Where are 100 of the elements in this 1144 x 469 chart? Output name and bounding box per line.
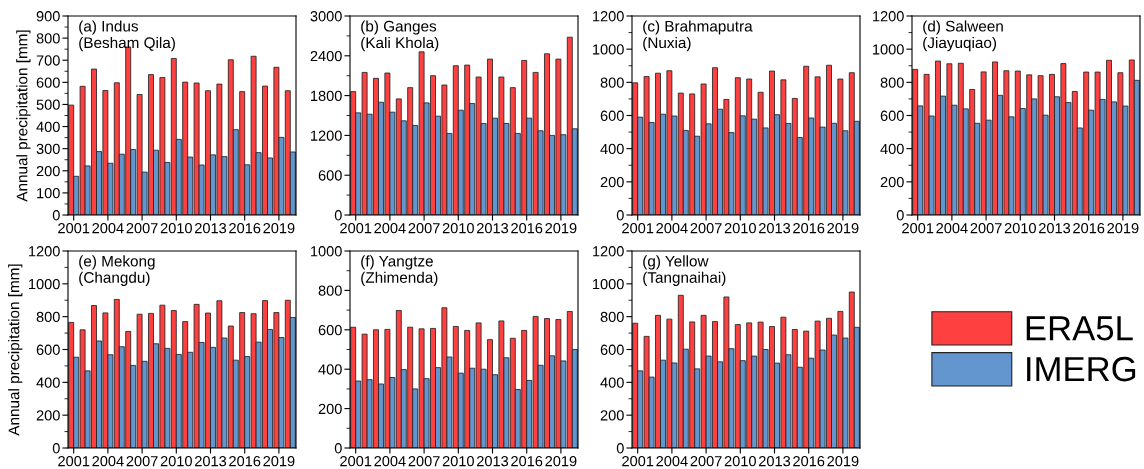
x-tick-label: 2001 [58,223,90,234]
y-tick-label: 400 [36,121,60,132]
y-tick-label: 100 [37,187,60,199]
x-tick-label: 2007 [970,223,1002,234]
y-tick-label: 0 [616,210,624,221]
y-tick-label: 600 [36,344,60,355]
y-tick-label: 0 [896,210,904,221]
x-tick-label: 2004 [936,223,968,234]
x-tick-label: 2019 [545,456,577,467]
y-tick-label: 800 [600,311,624,323]
y-tick-label: 400 [600,143,624,155]
y-tick-label: 800 [36,311,60,323]
x-tick-label: 2019 [827,456,859,467]
text: (Kali Khola) [361,36,439,52]
y-tick-label: 1000 [873,44,904,55]
y-tick-label: 800 [880,77,904,88]
x-tick-label: 2016 [793,223,825,234]
x-tick-label: 2007 [690,223,722,234]
x-tick-label: 2016 [793,456,825,467]
x-tick-label: 2001 [902,223,934,234]
x-tick-label: 2004 [656,223,688,234]
x-tick-label: 2010 [442,223,474,234]
x-tick-label: 2016 [229,223,261,234]
y-tick-label: 0 [334,210,342,221]
y-tick-label: 400 [600,377,624,388]
y-axis-title: Annual precipitation [mm] [8,264,23,436]
x-tick-label: 2010 [160,456,192,467]
y-tick-label: 300 [36,143,60,155]
chart-title: (f) Yangtze [361,255,433,270]
y-tick-label: 1200 [311,130,342,141]
x-tick-label: 2001 [622,456,654,467]
x-tick-label: 2007 [126,456,158,467]
y-tick-label: 1000 [593,44,624,55]
y-tick-label: 200 [880,176,904,188]
legend-label: IMERG [1027,356,1136,382]
x-tick-label: 2013 [477,223,509,234]
y-tick-label: 600 [318,170,342,181]
x-tick-label: 2019 [827,223,859,234]
chart-title: (d) Salween [923,20,1003,35]
x-tick-label: 2013 [477,456,509,467]
text: (Tangnaihai) [643,271,726,286]
x-tick-label: 2016 [511,456,543,467]
y-tick-label: 700 [36,55,60,66]
x-tick-label: 2013 [759,223,791,234]
x-tick-label: 2019 [263,223,295,234]
x-tick-label: 2007 [690,456,722,467]
y-tick-label: 1800 [311,90,342,102]
x-tick-label: 2019 [263,456,295,467]
x-tick-label: 2016 [511,223,543,234]
x-tick-label: 2001 [340,223,372,234]
x-tick-label: 2016 [229,456,261,467]
legend-label: ERA5L [1026,316,1133,341]
x-tick-label: 2004 [92,456,124,467]
y-tick-label: 800 [36,33,60,44]
x-tick-label: 2019 [1107,223,1139,234]
y-tick-label: 2400 [310,50,342,62]
text: (Zhimenda) [361,271,438,286]
y-tick-label: 0 [52,210,60,221]
x-tick-label: 2010 [1004,223,1036,234]
x-tick-label: 2019 [545,223,577,234]
chart-title: (g) Yellow [643,255,709,270]
y-tick-label: 0 [334,443,342,454]
text: (Besham Qila) [79,36,175,52]
chart-title: (a) Indus [79,20,138,35]
x-tick-label: 2007 [126,223,158,234]
y-tick-label: 200 [600,410,624,421]
x-tick-label: 2004 [374,456,406,467]
x-tick-label: 2016 [1073,223,1105,234]
x-tick-label: 2004 [92,223,124,234]
x-tick-label: 2007 [408,456,440,467]
x-tick-label: 2010 [442,456,474,467]
x-tick-label: 2001 [622,223,654,234]
y-tick-label: 200 [318,403,342,415]
y-tick-label: 200 [600,176,624,188]
y-tick-label: 1200 [593,11,624,22]
y-tick-label: 400 [880,143,904,155]
y-tick-label: 600 [318,324,342,336]
x-tick-label: 2010 [724,456,756,467]
y-tick-label: 200 [36,410,60,421]
chart-title: (b) Ganges [361,20,437,35]
x-tick-label: 2004 [656,456,688,467]
y-tick-label: 600 [600,344,624,355]
y-tick-label: 400 [36,377,60,388]
y-tick-label: 400 [318,364,342,375]
x-tick-label: 2013 [195,223,227,234]
y-tick-label: 1000 [593,278,624,290]
y-tick-label: 500 [36,99,60,110]
chart-title: (e) Mekong [79,255,155,270]
y-tick-label: 600 [600,110,624,121]
y-tick-label: 900 [36,11,60,22]
y-tick-label: 0 [616,443,624,454]
text: (Nuxia) [643,36,691,52]
x-tick-label: 2007 [408,223,440,234]
y-tick-label: 0 [52,443,60,454]
y-tick-label: 3000 [310,11,342,22]
y-tick-label: 1200 [593,246,624,257]
y-tick-label: 1200 [29,246,60,257]
x-tick-label: 2001 [58,456,90,467]
x-tick-label: 2013 [1039,223,1071,234]
y-tick-label: 200 [36,165,60,177]
